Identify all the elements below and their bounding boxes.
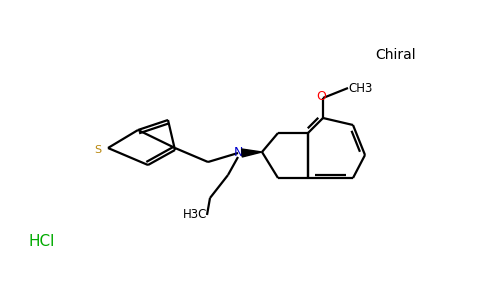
Text: O: O (316, 91, 326, 103)
Text: S: S (94, 145, 102, 155)
Polygon shape (242, 149, 262, 157)
Text: H3C: H3C (183, 208, 207, 221)
Text: CH3: CH3 (349, 82, 373, 94)
Text: Chiral: Chiral (375, 48, 416, 62)
Text: N: N (233, 146, 242, 160)
Text: HCl: HCl (28, 235, 54, 250)
